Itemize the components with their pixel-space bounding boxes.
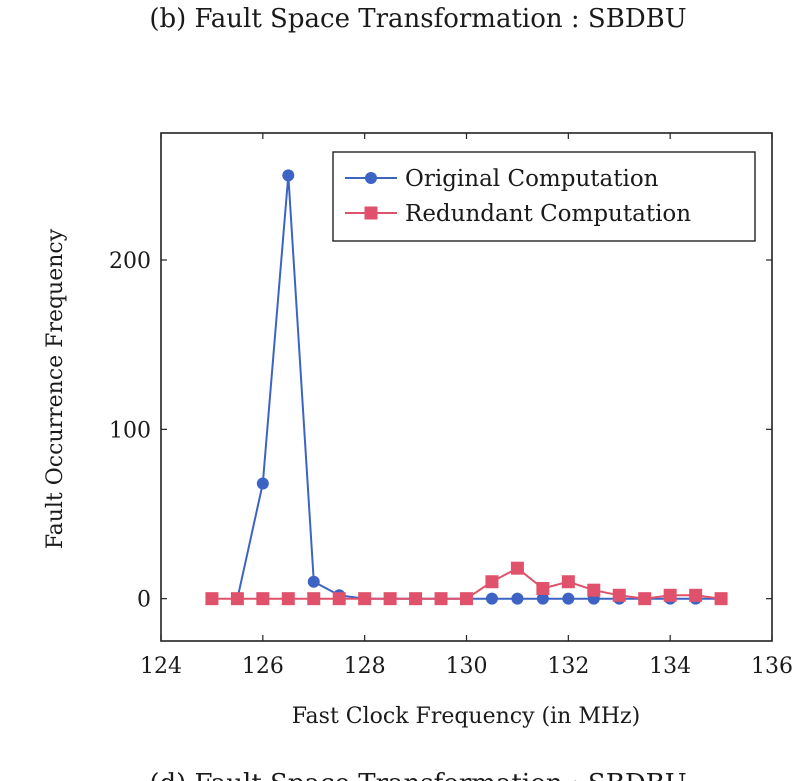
data-point	[561, 575, 575, 589]
data-point	[282, 169, 295, 182]
x-tick-label: 132	[547, 654, 589, 679]
x-tick-label: 126	[242, 654, 284, 679]
x-tick-label: 128	[344, 654, 386, 679]
data-point	[485, 592, 498, 605]
x-tick-label: 130	[446, 654, 488, 679]
header-caption: (b) Fault Space Transformation : SBDBU	[149, 4, 686, 34]
y-tick-label: 100	[109, 418, 151, 443]
legend: Original Computation Redundant Computatio…	[332, 151, 756, 242]
data-point	[230, 592, 244, 606]
data-point	[562, 592, 575, 605]
data-point	[358, 592, 372, 606]
data-point	[256, 592, 270, 606]
data-point	[663, 588, 677, 602]
data-point	[307, 592, 321, 606]
data-point	[536, 592, 549, 605]
legend-box	[332, 151, 756, 242]
data-point	[460, 592, 473, 606]
x-axis-ticks: 124 126 128 130 132 134 136	[140, 133, 793, 679]
data-point	[587, 583, 601, 597]
data-point	[307, 575, 320, 588]
y-tick-label: 0	[137, 588, 151, 613]
legend-marker	[365, 172, 377, 184]
legend-marker	[364, 206, 378, 220]
data-point	[205, 592, 219, 606]
series-layer	[205, 169, 728, 606]
data-point	[383, 592, 397, 606]
series-redundant	[205, 561, 728, 606]
y-axis-ticks: 0 100 200	[109, 249, 772, 613]
x-tick-label: 134	[649, 654, 691, 679]
x-tick-label: 136	[751, 654, 793, 679]
legend-label: Redundant Computation	[405, 201, 691, 227]
x-axis-label: Fast Clock Frequency (in MHz)	[292, 704, 640, 729]
data-point	[485, 575, 499, 589]
data-point	[434, 592, 448, 606]
y-tick-label: 200	[109, 249, 151, 274]
data-point	[409, 592, 423, 606]
x-tick-label: 124	[140, 654, 182, 679]
data-point	[612, 588, 626, 602]
legend-label: Original Computation	[405, 166, 659, 192]
y-axis-label: Fault Occurrence Frequency	[43, 228, 68, 549]
data-point	[256, 477, 269, 490]
data-point	[510, 561, 524, 575]
data-point	[714, 592, 728, 606]
data-point	[689, 588, 703, 602]
data-point	[536, 582, 550, 596]
data-point	[281, 592, 295, 606]
data-point	[638, 592, 652, 606]
data-point	[511, 592, 524, 605]
data-point	[332, 592, 346, 606]
footer-caption: (d) Fault Space Transformation : SBDBU	[149, 769, 686, 781]
